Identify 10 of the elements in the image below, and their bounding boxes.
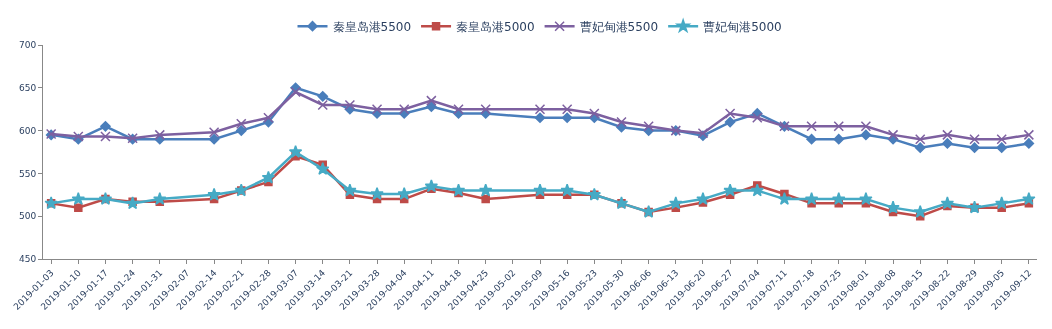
legend-label: 秦皇岛港5500 (332, 19, 412, 34)
y-tick-label: 550 (19, 168, 37, 179)
y-tick-label: 450 (19, 254, 37, 265)
legend-label: 秦皇岛港5000 (456, 19, 535, 34)
legend-label: 曹妃甸港5500 (579, 19, 659, 34)
y-tick-label: 700 (19, 40, 37, 51)
y-tick-label: 500 (19, 211, 37, 222)
legend-label: 曹妃甸港5000 (703, 19, 782, 34)
y-tick-label: 650 (19, 82, 37, 93)
y-tick-label: 600 (19, 125, 37, 136)
